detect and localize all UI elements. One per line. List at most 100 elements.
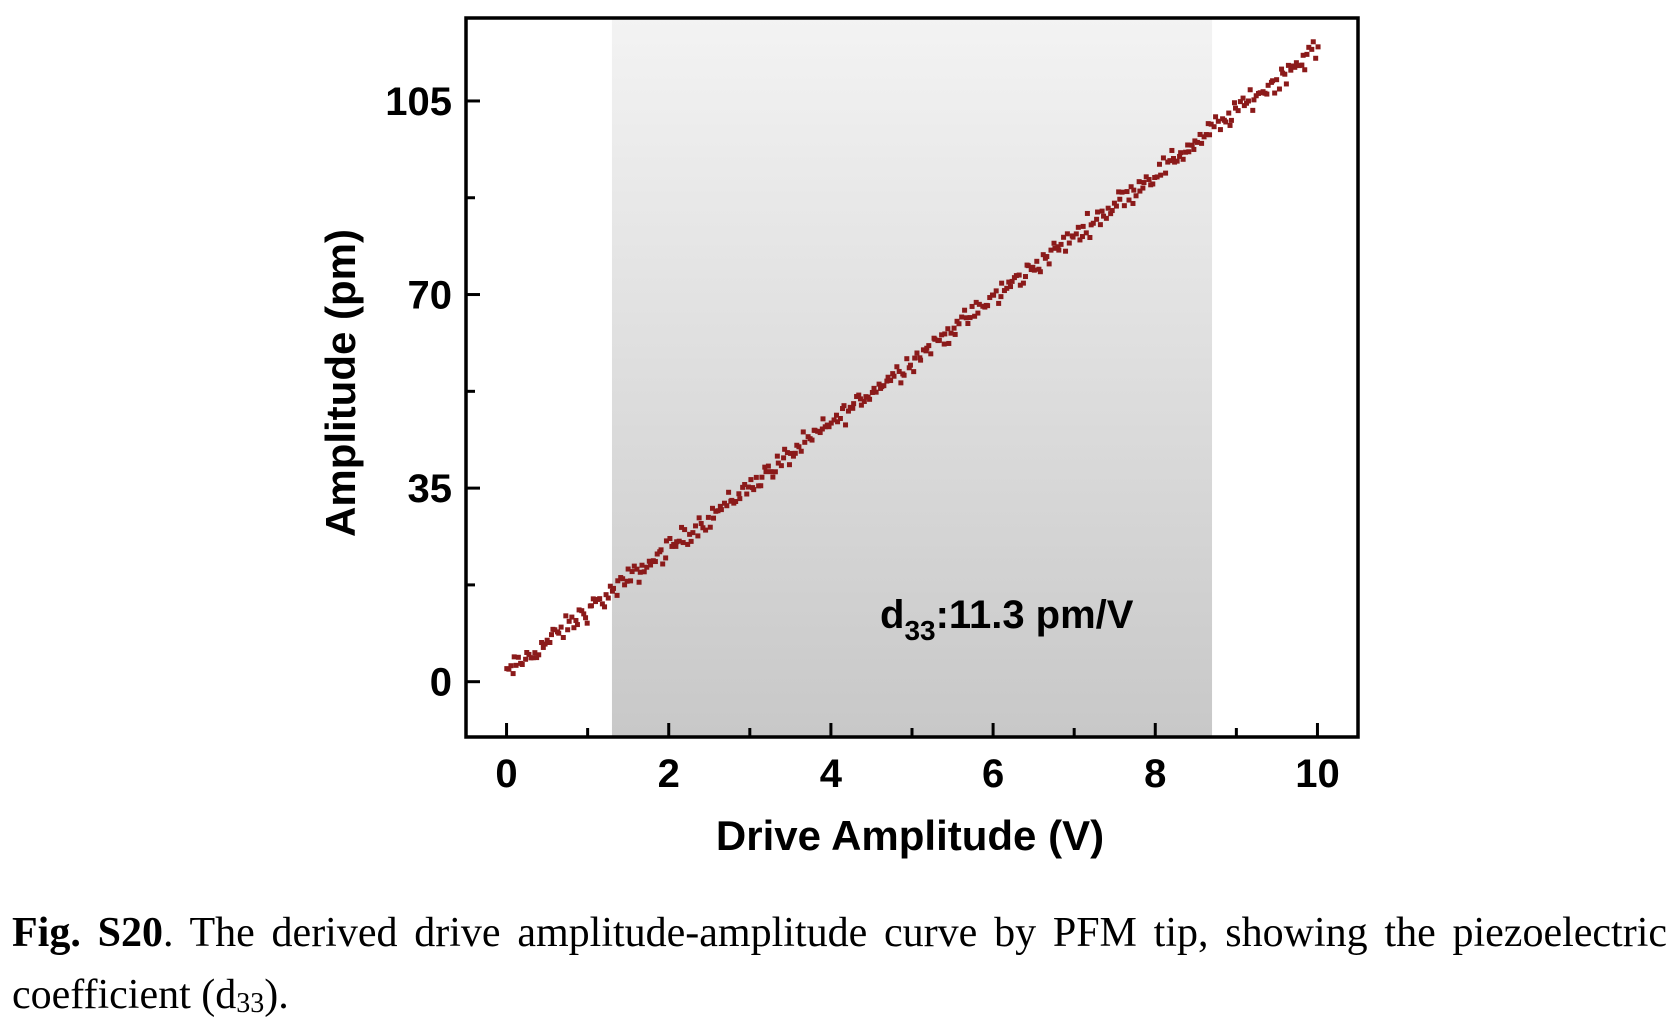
data-point [1006, 279, 1012, 285]
data-point [1040, 252, 1046, 258]
data-point [1272, 90, 1278, 96]
data-point [993, 288, 999, 294]
data-point [1282, 71, 1288, 77]
data-point [1310, 39, 1316, 45]
data-point [858, 402, 864, 408]
data-point [784, 450, 790, 456]
data-point [1192, 138, 1198, 144]
data-point [584, 620, 590, 626]
y-tick-label: 105 [385, 80, 452, 124]
data-point [1031, 267, 1037, 273]
data-point [1083, 230, 1089, 236]
data-point [679, 524, 685, 530]
data-point [1228, 117, 1234, 123]
data-point [1296, 63, 1302, 69]
data-point [628, 578, 634, 584]
data-point [695, 533, 701, 539]
data-point [1250, 107, 1256, 113]
data-point [1217, 127, 1223, 133]
x-tick-label: 8 [1144, 752, 1166, 796]
data-point [1130, 200, 1136, 206]
data-point [946, 340, 952, 346]
data-point [1056, 247, 1062, 253]
data-point [663, 555, 669, 561]
data-point [831, 417, 837, 423]
data-point [652, 559, 658, 565]
data-point [707, 524, 713, 530]
data-point [1136, 179, 1142, 185]
data-point [885, 374, 891, 380]
data-point [1121, 203, 1127, 209]
data-point [1066, 240, 1072, 246]
data-point [700, 525, 706, 531]
data-point [548, 632, 554, 638]
data-point [729, 497, 735, 503]
data-point [833, 412, 839, 418]
data-point [573, 617, 579, 623]
data-point [571, 625, 577, 631]
data-point [841, 403, 847, 409]
data-point [607, 583, 613, 589]
data-point [1185, 142, 1191, 148]
data-point [936, 337, 942, 343]
data-point [726, 489, 732, 495]
data-point [1203, 132, 1209, 138]
x-axis-ticks: 0 2 4 6 8 10 [495, 723, 1340, 796]
data-point [1080, 223, 1086, 229]
data-point [1009, 278, 1015, 284]
data-point [1172, 159, 1178, 165]
data-point [544, 637, 550, 643]
data-point [845, 408, 851, 414]
data-point [1194, 139, 1200, 145]
data-point [1235, 108, 1241, 114]
data-point [1075, 224, 1081, 230]
data-point [765, 463, 771, 469]
data-point [696, 515, 702, 521]
data-point [511, 654, 517, 660]
data-point [768, 469, 774, 475]
data-point [602, 604, 608, 610]
data-point [687, 531, 693, 537]
data-point [963, 315, 969, 321]
data-point [991, 292, 997, 298]
data-point [539, 640, 545, 646]
data-point [926, 343, 932, 349]
data-point [680, 540, 686, 546]
data-point [1051, 240, 1057, 246]
data-point [952, 331, 958, 337]
data-point [611, 585, 617, 591]
data-point [869, 389, 875, 395]
data-point [948, 330, 954, 336]
data-point [941, 341, 947, 347]
data-point [674, 539, 680, 545]
data-point [703, 527, 709, 533]
data-point [945, 326, 951, 332]
data-point [809, 437, 815, 443]
data-point [1119, 189, 1125, 195]
data-point [1309, 46, 1315, 52]
data-point [1313, 55, 1319, 61]
data-point [1063, 248, 1069, 254]
data-point [867, 396, 873, 402]
data-point [840, 406, 846, 412]
shaded-fit-region [611, 18, 1213, 737]
data-point [637, 569, 643, 575]
data-point [1105, 205, 1111, 211]
data-point [515, 654, 521, 660]
data-point [959, 314, 965, 320]
data-point [1208, 121, 1214, 127]
data-point [605, 595, 611, 601]
data-point [558, 624, 564, 630]
data-point [744, 491, 750, 497]
data-point [634, 566, 640, 572]
data-point [624, 578, 630, 584]
data-point [685, 541, 691, 547]
data-point [759, 474, 765, 480]
data-point [896, 368, 902, 374]
data-point [881, 383, 887, 389]
data-point [736, 491, 742, 497]
data-point [1131, 187, 1137, 193]
chart: 0 2 4 6 8 10 0 35 70 105 Drive Amplitude (V) Amp… [317, 16, 1360, 859]
data-point [688, 538, 694, 544]
data-point [1304, 51, 1310, 57]
